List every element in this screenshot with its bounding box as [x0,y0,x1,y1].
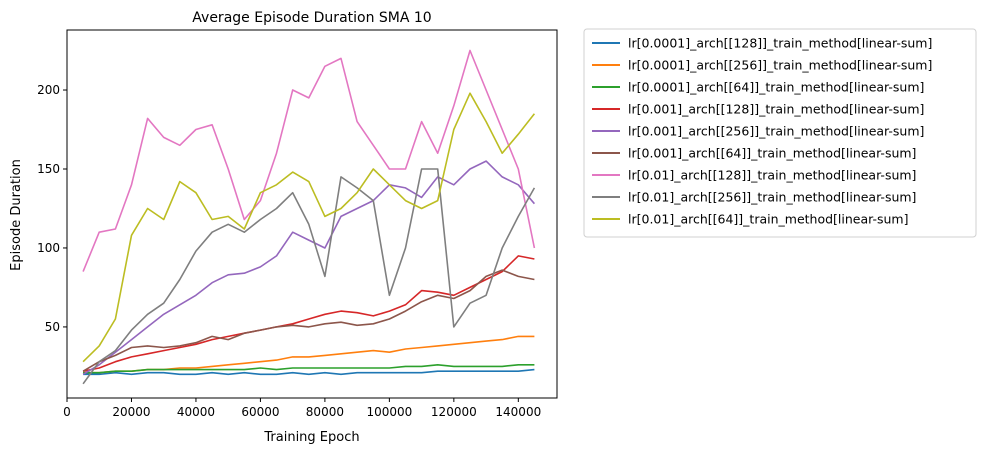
series-line-4 [82,160,536,375]
plot-area [82,49,536,385]
x-tick-label: 60000 [241,405,279,419]
plot-frame [66,29,558,399]
legend-label: lr[0.01]_arch[[64]]_train_method[linear-… [628,212,908,227]
x-tick-label: 140000 [495,405,541,419]
y-axis-label: Episode Duration [9,159,24,271]
x-axis-label: Training Epoch [263,430,359,445]
y-tick-label: 150 [37,162,60,176]
legend-label: lr[0.0001]_arch[[64]]_train_method[linea… [628,80,924,95]
series-line-8 [82,92,536,363]
x-tick-label: 40000 [177,405,215,419]
legend-label: lr[0.0001]_arch[[256]]_train_method[line… [628,58,932,73]
series-line-2 [83,363,535,374]
y-tick-label: 200 [37,83,60,97]
legend-label: lr[0.001]_arch[[256]]_train_method[linea… [628,124,924,139]
series-line-3 [82,255,535,372]
y-tick-label: 50 [45,320,60,334]
x-tick-label: 20000 [112,405,150,419]
series-line-0 [83,368,535,376]
legend-label: lr[0.001]_arch[[128]]_train_method[linea… [628,102,924,117]
x-tick-label: 0 [63,405,71,419]
series-line-5 [82,269,535,372]
legend: lr[0.0001]_arch[[128]]_train_method[line… [583,28,977,238]
legend-box [583,28,977,238]
series-line-7 [82,168,536,385]
x-tick-label: 100000 [366,405,412,419]
x-tick-label: 80000 [306,405,344,419]
axes: 0 20000 40000 60000 80000 100000 120000 140000 5… [37,29,558,419]
legend-label: lr[0.01]_arch[[256]]_train_method[linear… [628,190,916,205]
legend-label: lr[0.0001]_arch[[128]]_train_method[line… [628,36,932,51]
y-tick-label: 100 [37,241,60,255]
series-line-6 [82,49,536,272]
x-tick-label: 120000 [431,405,477,419]
legend-label: lr[0.001]_arch[[64]]_train_method[linear… [628,146,916,161]
chart-title: Average Episode Duration SMA 10 [192,10,431,26]
legend-label: lr[0.01]_arch[[128]]_train_method[linear… [628,168,916,183]
